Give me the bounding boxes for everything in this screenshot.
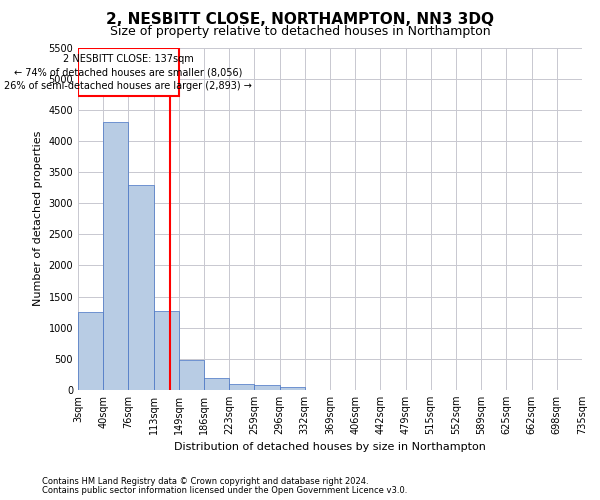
Bar	[154, 311, 179, 390]
Text: 2, NESBITT CLOSE, NORTHAMPTON, NN3 3DQ: 2, NESBITT CLOSE, NORTHAMPTON, NN3 3DQ	[106, 12, 494, 28]
Text: Distribution of detached houses by size in Northampton: Distribution of detached houses by size …	[174, 442, 486, 452]
Bar	[78, 312, 103, 390]
Text: ← 74% of detached houses are smaller (8,056): ← 74% of detached houses are smaller (8,…	[14, 68, 242, 78]
Text: Size of property relative to detached houses in Northampton: Size of property relative to detached ho…	[110, 25, 490, 38]
Text: Contains HM Land Registry data © Crown copyright and database right 2024.: Contains HM Land Registry data © Crown c…	[42, 477, 368, 486]
FancyBboxPatch shape	[78, 48, 179, 96]
Y-axis label: Number of detached properties: Number of detached properties	[33, 131, 43, 306]
Bar	[103, 122, 128, 390]
Bar	[229, 384, 254, 390]
Bar	[179, 360, 204, 390]
Text: Contains public sector information licensed under the Open Government Licence v3: Contains public sector information licen…	[42, 486, 407, 495]
Bar	[280, 387, 305, 390]
Text: 26% of semi-detached houses are larger (2,893) →: 26% of semi-detached houses are larger (…	[4, 81, 252, 91]
Bar	[204, 378, 229, 390]
Bar	[254, 385, 280, 390]
Text: 2 NESBITT CLOSE: 137sqm: 2 NESBITT CLOSE: 137sqm	[63, 54, 194, 64]
Bar	[128, 184, 154, 390]
